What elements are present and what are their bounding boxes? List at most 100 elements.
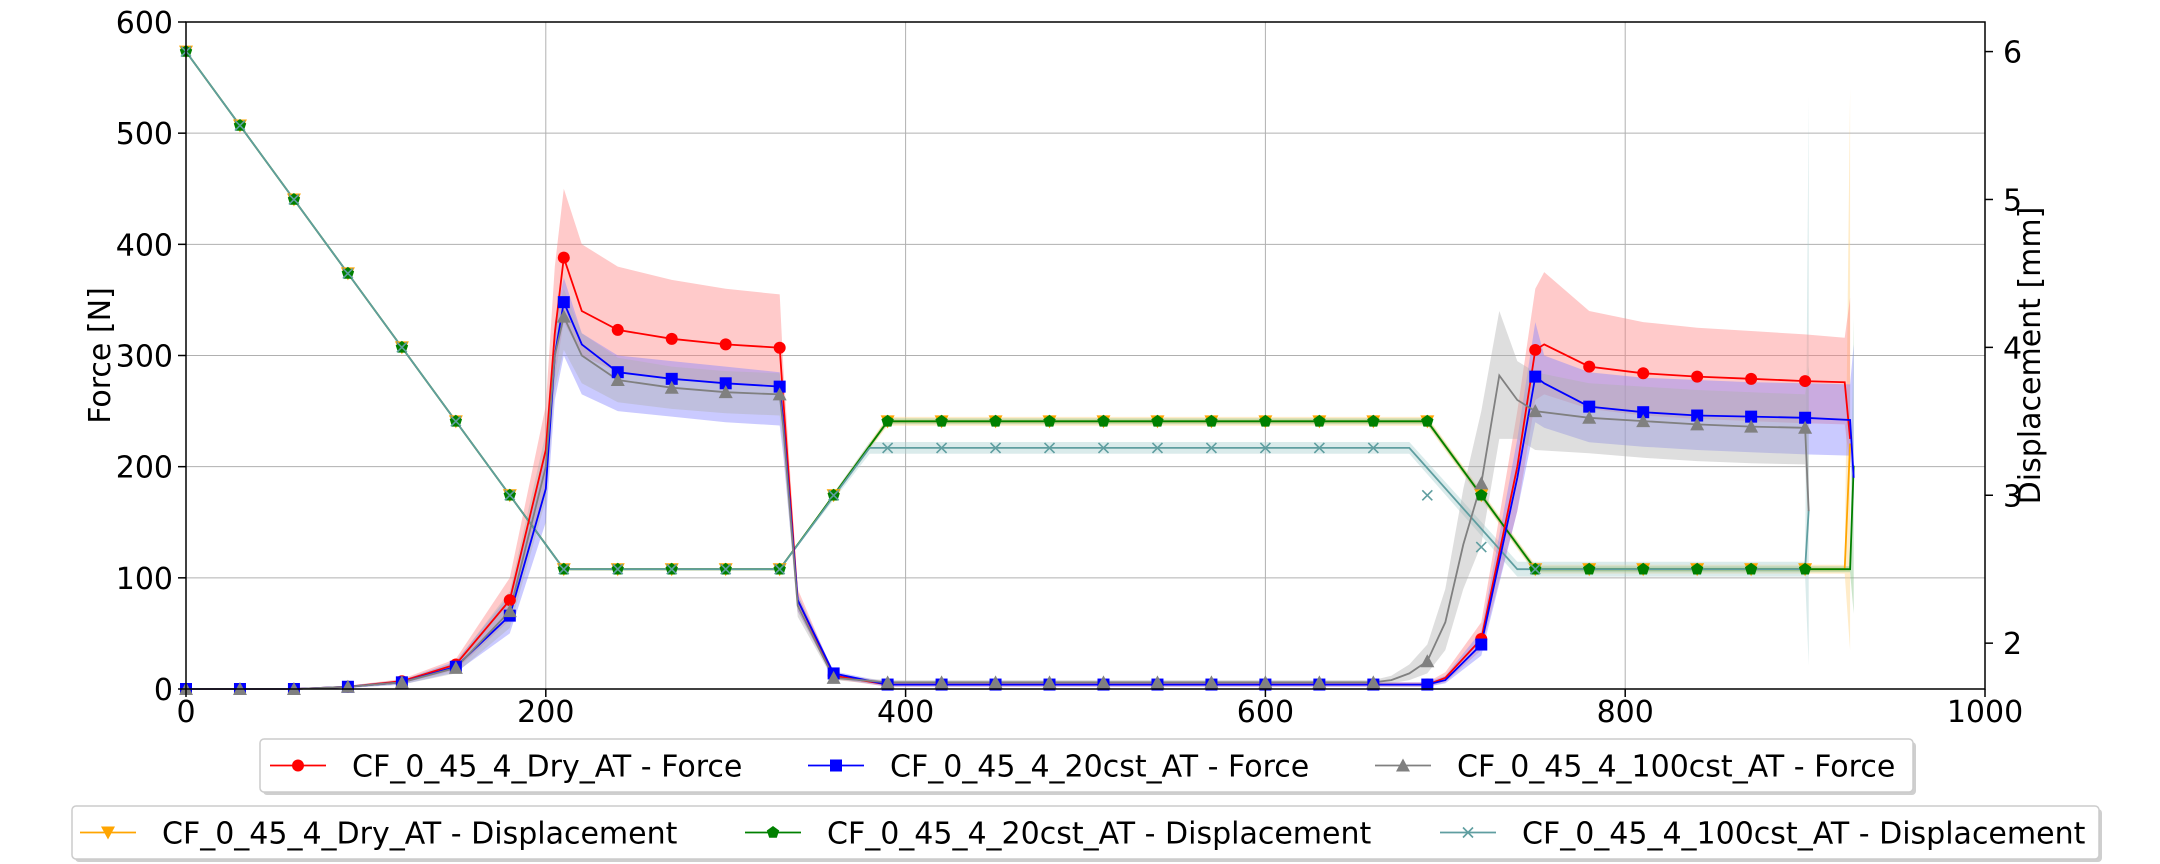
cf-0-45-4-20cst-at-displacement-marker (1097, 414, 1110, 427)
cf-0-45-4-20cst-at-force-marker (1583, 400, 1596, 413)
cf-0-45-4-dry-at-force-marker (665, 332, 678, 345)
cf-0-45-4-20cst-at-displacement-marker (1421, 414, 1434, 427)
cf-0-45-4-100cst-at-displacement-marker (1529, 563, 1541, 575)
cf-0-45-4-dry-at-force-marker (503, 594, 516, 607)
cf-0-45-4-dry-at-force-marker (1637, 367, 1650, 380)
cf-0-45-4-dry-at-force-marker (1583, 360, 1596, 373)
cf-0-45-4-100cst-at-displacement-marker (1259, 442, 1271, 454)
cf-0-45-4-100cst-at-force-marker (718, 385, 733, 399)
cf-0-45-4-100cst-at-force-marker (1204, 675, 1219, 689)
cf-0-45-4-100cst-at-displacement-marker (1421, 489, 1433, 501)
cf-0-45-4-100cst-at-force-marker (772, 387, 787, 401)
cf-0-45-4-20cst-at-displacement-legend-label: CF_0_45_4_20cst_AT - Displacement (827, 817, 1372, 852)
cf-0-45-4-20cst-at-force-marker (557, 296, 570, 309)
cf-0-45-4-20cst-at-displacement-line (185, 51, 1855, 571)
cf-0-45-4-100cst-at-force-legend-marker (1396, 758, 1410, 772)
cf-0-45-4-100cst-at-force-marker (1528, 404, 1543, 418)
y2-tick-label: 5 (2003, 183, 2022, 218)
x-tick-label: 400 (877, 695, 934, 730)
cf-0-45-4-20cst-at-force-marker (1691, 409, 1704, 422)
cf-0-45-4-dry-at-force-marker (1691, 370, 1704, 383)
x-tick-label: 0 (176, 695, 195, 730)
cf-0-45-4-100cst-at-force-marker (1798, 420, 1813, 434)
y-tick-label: 400 (116, 228, 173, 263)
cf-0-45-4-20cst-at-force-marker (1745, 410, 1758, 423)
cf-0-45-4-20cst-at-displacement-marker (1744, 562, 1758, 575)
cf-0-45-4-100cst-at-displacement-marker (558, 563, 570, 575)
cf-0-45-4-100cst-at-force-marker (1690, 417, 1705, 431)
cf-0-45-4-dry-at-force-band (186, 188, 1851, 690)
cf-0-45-4-100cst-at-displacement-line (185, 51, 1810, 571)
cf-0-45-4-20cst-at-displacement-marker (1583, 562, 1596, 575)
cf-0-45-4-20cst-at-force-band (186, 277, 1854, 689)
legend-box (71, 805, 2100, 860)
cf-0-45-4-100cst-at-force-marker (1096, 675, 1111, 689)
cf-0-45-4-20cst-at-displacement-marker (1475, 488, 1488, 501)
cf-0-45-4-dry-at-displacement-legend-label: CF_0_45_4_Dry_AT - Displacement (162, 817, 678, 852)
cf-0-45-4-20cst-at-displacement-marker (1367, 414, 1380, 427)
cf-0-45-4-20cst-at-force-marker (665, 372, 678, 385)
y-tick-label: 600 (116, 6, 173, 41)
cf-0-45-4-100cst-at-force-marker (1474, 476, 1489, 490)
legend-displacement: CF_0_45_4_Dry_AT - Displacement CF_0_45_4… (71, 805, 2102, 862)
cf-0-45-4-100cst-at-displacement-marker (342, 267, 354, 279)
cf-0-45-4-100cst-at-force-marker (1420, 654, 1435, 668)
cf-0-45-4-100cst-at-force-marker (1150, 675, 1165, 689)
cf-0-45-4-100cst-at-force-marker (1366, 675, 1381, 689)
cf-0-45-4-20cst-at-force-marker (1637, 406, 1650, 419)
legend-force: CF_0_45_4_Dry_AT - Force CF_0_45_4_20cst_… (259, 738, 1916, 795)
cf-0-45-4-dry-at-force-marker (1745, 372, 1758, 385)
cf-0-45-4-20cst-at-displacement-marker (881, 414, 894, 427)
cf-0-45-4-20cst-at-force-marker (719, 377, 732, 390)
cf-0-45-4-100cst-at-displacement-marker (1043, 442, 1056, 454)
cf-0-45-4-20cst-at-displacement-marker (935, 414, 948, 427)
cf-0-45-4-20cst-at-displacement-marker (989, 414, 1002, 427)
cf-0-45-4-100cst-at-displacement-marker (288, 193, 300, 206)
cf-0-45-4-dry-at-displacement-line (185, 51, 1851, 571)
cf-0-45-4-20cst-at-force-marker (1421, 678, 1434, 691)
cf-0-45-4-100cst-at-force-marker (1258, 675, 1273, 689)
cf-0-45-4-100cst-at-force-marker (880, 675, 895, 689)
cf-0-45-4-dry-at-force-legend-label: CF_0_45_4_Dry_AT - Force (352, 750, 742, 785)
cf-0-45-4-100cst-at-displacement-marker (989, 442, 1002, 454)
cf-0-45-4-dry-at-force-marker (557, 251, 570, 264)
cf-0-45-4-100cst-at-displacement-legend-label: CF_0_45_4_100cst_AT - Displacement (1522, 817, 2086, 852)
cf-0-45-4-20cst-at-displacement-marker (1043, 414, 1056, 427)
cf-0-45-4-100cst-at-force-marker (664, 380, 679, 394)
cf-0-45-4-100cst-at-force-marker (934, 675, 949, 689)
cf-0-45-4-20cst-at-displacement-marker (1205, 414, 1218, 427)
y-tick-label: 200 (116, 451, 173, 486)
x-tick-label: 1000 (1947, 695, 2023, 730)
y-tick-label: 100 (116, 562, 173, 597)
cf-0-45-4-100cst-at-force-marker (1744, 419, 1759, 433)
cf-0-45-4-100cst-at-force-legend-label: CF_0_45_4_100cst_AT - Force (1457, 750, 1895, 785)
cf-0-45-4-20cst-at-displacement-marker (1151, 414, 1164, 427)
y-tick-label: 0 (154, 673, 173, 708)
cf-0-45-4-100cst-at-displacement-marker (1367, 442, 1379, 454)
cf-0-45-4-100cst-at-force-marker (448, 660, 463, 674)
x-tick-label: 600 (1237, 695, 1294, 730)
cf-0-45-4-20cst-at-displacement-marker (1313, 414, 1326, 427)
y2-axis-label: Displacement [mm] (2013, 207, 2048, 505)
series-markers (179, 45, 1813, 695)
cf-0-45-4-dry-at-force-legend-marker (292, 759, 304, 772)
cf-0-45-4-100cst-at-displacement-marker (936, 442, 948, 454)
cf-0-45-4-100cst-at-force-marker (1636, 414, 1651, 428)
cf-0-45-4-100cst-at-force-marker (826, 670, 841, 684)
cf-0-45-4-100cst-at-displacement-marker (720, 563, 732, 575)
cf-0-45-4-100cst-at-displacement-marker (1151, 442, 1164, 454)
y2-tick-label: 6 (2003, 36, 2022, 71)
cf-0-45-4-20cst-at-force-marker (773, 380, 786, 393)
cf-0-45-4-100cst-at-force-marker (1582, 410, 1597, 424)
cf-0-45-4-100cst-at-displacement-marker (450, 415, 462, 427)
cf-0-45-4-20cst-at-displacement-marker (1637, 562, 1650, 575)
x-tick-label: 800 (1597, 695, 1654, 730)
cf-0-45-4-100cst-at-displacement-marker (1313, 442, 1325, 454)
cf-0-45-4-100cst-at-displacement-marker (504, 489, 516, 501)
cf-0-45-4-20cst-at-displacement-marker (1691, 562, 1704, 575)
cf-0-45-4-dry-at-force-marker (1799, 375, 1812, 388)
cf-0-45-4-20cst-at-force-marker (1529, 370, 1542, 383)
cf-0-45-4-100cst-at-displacement-legend-marker (1462, 826, 1474, 839)
legend-box (259, 738, 1914, 793)
